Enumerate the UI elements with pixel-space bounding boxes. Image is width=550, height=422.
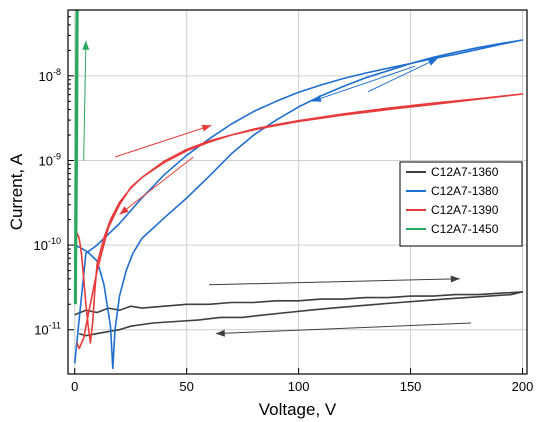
series-line-c12a7-1450 [73, 10, 79, 305]
direction-arrow-line [114, 124, 212, 158]
direction-arrow-line [119, 156, 194, 215]
series-line-c12a7-1390 [76, 93, 524, 350]
y-tick-label: 10-10 [34, 236, 61, 253]
y-tick-exponent: -9 [53, 151, 61, 161]
series-line-c12a7-1360 [74, 291, 524, 337]
direction-arrow-line [215, 322, 472, 335]
y-tick-label: 10-8 [39, 67, 61, 84]
y-axis-title: Current, A [7, 153, 26, 230]
y-tick-label: 10-11 [34, 321, 61, 338]
direction-arrow-line [209, 278, 460, 286]
y-tick-base: 10 [34, 323, 48, 338]
legend-label: C12A7-1380 [431, 184, 499, 198]
direction-arrow-line [83, 40, 87, 161]
y-tick-base: 10 [39, 153, 53, 168]
x-axis-title: Voltage, V [259, 400, 337, 419]
plot-area [73, 10, 524, 370]
legend-box [399, 161, 523, 247]
legend-label: C12A7-1360 [431, 165, 499, 179]
legend-label: C12A7-1390 [431, 203, 499, 217]
y-tick-base: 10 [39, 69, 53, 84]
direction-arrow-head [201, 124, 212, 132]
direction-arrow-head [82, 40, 90, 50]
legend: C12A7-1360 C12A7-1380 C12A7-1390 C12A7-1450 [399, 161, 523, 247]
x-tick-label: 200 [512, 379, 534, 394]
x-tick-label: 150 [400, 379, 422, 394]
direction-arrow-head [215, 329, 225, 337]
x-tick-label: 100 [288, 379, 310, 394]
x-tick-label: 50 [179, 379, 193, 394]
y-tick-exponent: -10 [48, 236, 61, 246]
legend-label: C12A7-1450 [431, 222, 499, 236]
y-tick-label: 10-9 [39, 151, 61, 168]
y-tick-base: 10 [34, 238, 48, 253]
direction-arrow-head [312, 95, 322, 102]
plot-frame [67, 9, 528, 375]
direction-arrow-line [311, 65, 416, 102]
x-tick-label: 0 [71, 379, 78, 394]
direction-arrow-line [367, 58, 438, 93]
annotation-arrows [82, 40, 472, 337]
direction-arrow-head [119, 206, 129, 215]
direction-arrow-head [427, 58, 438, 66]
y-tick-exponent: -11 [49, 321, 61, 331]
y-tick-exponent: -8 [53, 67, 61, 77]
direction-arrow-head [450, 275, 460, 283]
series-line-c12a7-1380 [73, 39, 524, 370]
